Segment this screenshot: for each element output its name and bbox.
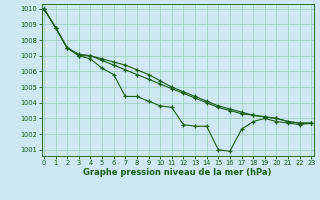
X-axis label: Graphe pression niveau de la mer (hPa): Graphe pression niveau de la mer (hPa) — [84, 168, 272, 177]
